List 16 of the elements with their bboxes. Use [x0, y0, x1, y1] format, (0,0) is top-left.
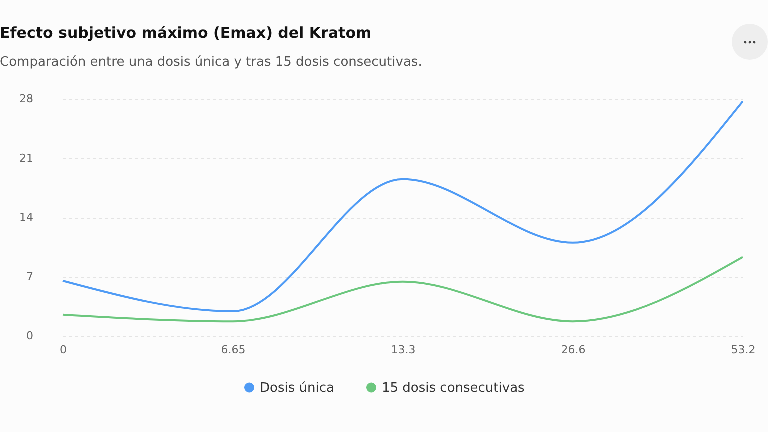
legend-label: Dosis única [260, 380, 334, 396]
x-tick-label: 6.65 [221, 344, 246, 356]
y-tick-label: 28 [20, 92, 34, 106]
x-tick-label: 26.6 [561, 344, 586, 356]
chart-subtitle: Comparación entre una dosis única y tras 15 dosis consecutivas. [0, 55, 422, 70]
line-series [62, 100, 744, 312]
line-series [62, 256, 744, 323]
y-tick-label: 14 [20, 211, 34, 224]
y-tick-label: 21 [20, 152, 34, 165]
x-tick-label: 13.3 [391, 344, 416, 356]
chart-title: Efecto subjetivo máximo (Emax) del Kratom [0, 24, 372, 42]
x-tick-label: 0 [60, 344, 67, 356]
y-tick-label: 7 [26, 270, 34, 284]
x-tick-label: 53.2 [731, 344, 756, 356]
y-tick-label: 0 [26, 330, 34, 342]
legend-label: 15 dosis consecutivas [382, 380, 526, 396]
